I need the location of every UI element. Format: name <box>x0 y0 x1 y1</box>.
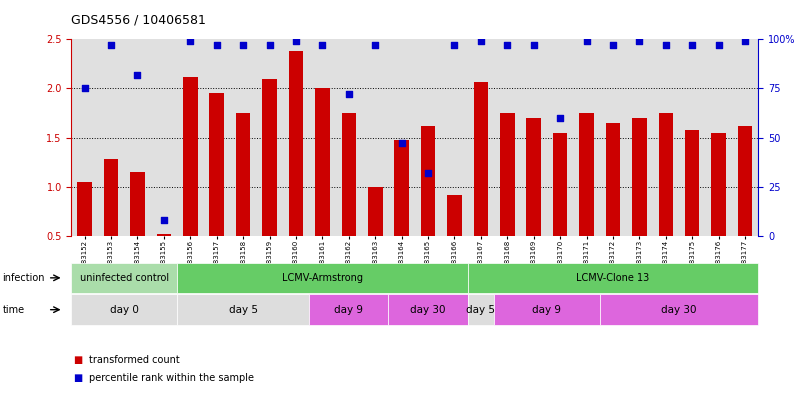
Bar <box>474 82 488 236</box>
Bar <box>283 39 309 236</box>
Text: time: time <box>2 305 25 315</box>
Point <box>712 42 725 48</box>
Bar <box>230 39 256 236</box>
Bar <box>685 130 700 236</box>
Point <box>660 42 673 48</box>
Point <box>580 38 593 44</box>
Bar <box>580 113 594 236</box>
Point <box>738 38 751 44</box>
Point <box>342 91 355 97</box>
Bar <box>414 39 441 236</box>
Bar <box>599 39 626 236</box>
Point <box>79 85 91 92</box>
Point <box>105 42 118 48</box>
Point <box>131 72 144 78</box>
Text: infection: infection <box>2 273 45 283</box>
Bar <box>262 79 277 236</box>
Bar <box>526 118 541 236</box>
Bar <box>653 39 679 236</box>
Point <box>448 42 461 48</box>
Bar <box>98 39 125 236</box>
Bar <box>738 126 753 236</box>
Text: ■: ■ <box>73 355 83 365</box>
Bar <box>732 39 758 236</box>
Bar <box>156 234 172 236</box>
Bar <box>632 118 646 236</box>
Point <box>633 38 646 44</box>
Bar <box>151 39 177 236</box>
Point <box>237 42 249 48</box>
Point <box>290 38 303 44</box>
Bar <box>183 77 198 236</box>
Point <box>607 42 619 48</box>
Bar <box>289 51 303 236</box>
Text: day 5: day 5 <box>229 305 258 315</box>
Bar <box>494 39 521 236</box>
Point <box>210 42 223 48</box>
Bar <box>468 39 494 236</box>
Bar <box>395 140 409 236</box>
Bar <box>711 132 726 236</box>
Bar <box>553 132 568 236</box>
Bar <box>658 113 673 236</box>
Text: LCMV-Clone 13: LCMV-Clone 13 <box>576 273 649 283</box>
Text: LCMV-Armstrong: LCMV-Armstrong <box>282 273 363 283</box>
Bar <box>368 187 383 236</box>
Text: day 9: day 9 <box>334 305 364 315</box>
Point <box>316 42 329 48</box>
Text: uninfected control: uninfected control <box>79 273 169 283</box>
Text: day 0: day 0 <box>110 305 139 315</box>
Point <box>422 170 434 176</box>
Bar <box>177 39 203 236</box>
Bar <box>336 39 362 236</box>
Point <box>264 42 276 48</box>
Text: ■: ■ <box>73 373 83 383</box>
Point <box>527 42 540 48</box>
Bar <box>236 113 250 236</box>
Point <box>553 115 566 121</box>
Text: transformed count: transformed count <box>89 355 179 365</box>
Bar <box>447 195 462 236</box>
Text: day 30: day 30 <box>410 305 445 315</box>
Bar <box>606 123 620 236</box>
Bar <box>256 39 283 236</box>
Bar <box>341 113 356 236</box>
Bar <box>441 39 468 236</box>
Bar <box>130 172 145 236</box>
Point <box>395 140 408 147</box>
Bar <box>125 39 151 236</box>
Bar <box>421 126 435 236</box>
Point <box>369 42 382 48</box>
Text: day 30: day 30 <box>661 305 697 315</box>
Bar <box>362 39 388 236</box>
Bar <box>500 113 515 236</box>
Point <box>501 42 514 48</box>
Bar <box>547 39 573 236</box>
Point <box>686 42 699 48</box>
Bar <box>705 39 732 236</box>
Text: day 5: day 5 <box>466 305 495 315</box>
Point <box>157 217 170 223</box>
Text: GDS4556 / 10406581: GDS4556 / 10406581 <box>71 14 206 27</box>
Text: percentile rank within the sample: percentile rank within the sample <box>89 373 254 383</box>
Bar <box>679 39 705 236</box>
Bar <box>104 159 118 236</box>
Bar <box>626 39 653 236</box>
Bar <box>71 39 98 236</box>
Point <box>475 38 488 44</box>
Bar <box>521 39 547 236</box>
Bar <box>315 88 330 236</box>
Text: day 9: day 9 <box>533 305 561 315</box>
Point <box>184 38 197 44</box>
Bar <box>388 39 414 236</box>
Bar <box>77 182 92 236</box>
Bar <box>203 39 230 236</box>
Bar <box>573 39 599 236</box>
Bar <box>210 93 224 236</box>
Bar <box>309 39 336 236</box>
